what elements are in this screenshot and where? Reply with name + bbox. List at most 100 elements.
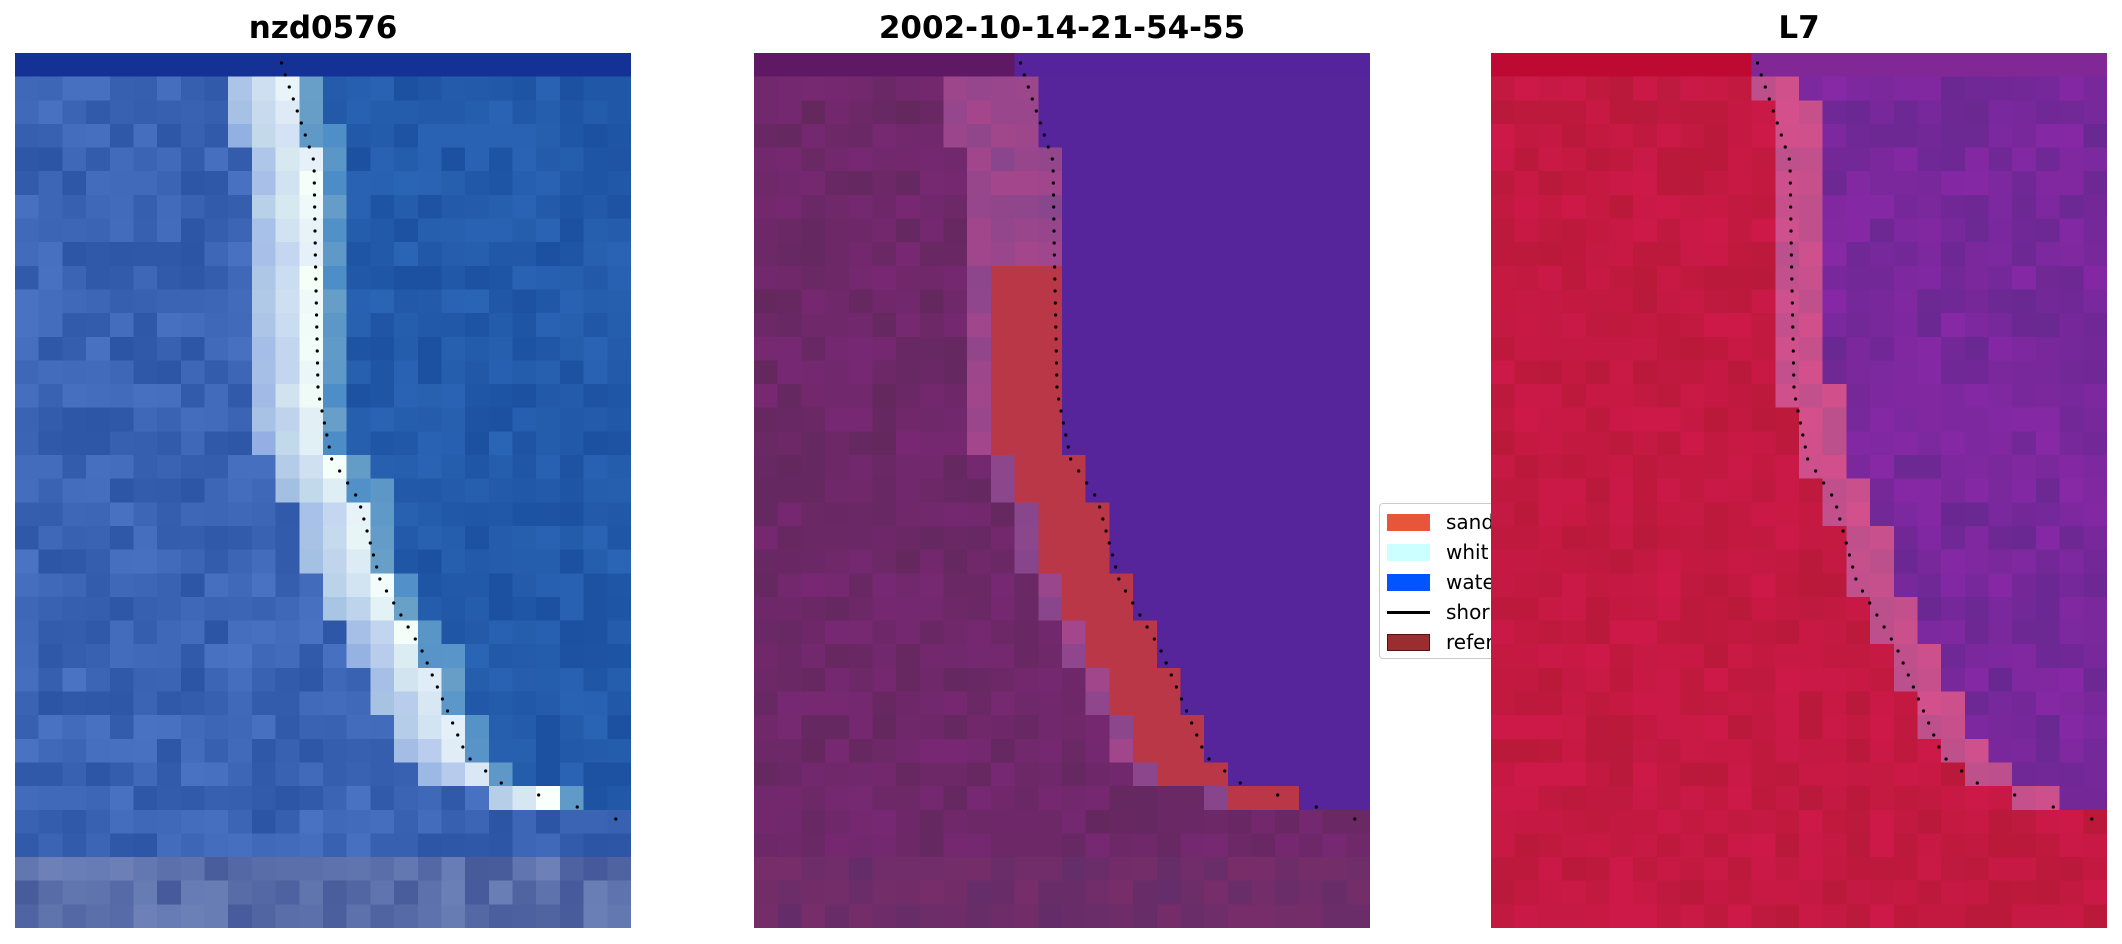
shoreline-point xyxy=(440,697,445,701)
shoreline-point xyxy=(307,145,311,149)
shoreline-point xyxy=(2090,817,2094,821)
shoreline-point xyxy=(1882,625,1886,629)
shoreline-point xyxy=(413,637,417,641)
shoreline-point xyxy=(1052,217,1056,221)
shoreline-point xyxy=(287,85,291,89)
shoreline-point xyxy=(1059,409,1063,413)
shoreline-point xyxy=(1911,685,1915,689)
shoreline-point xyxy=(279,61,284,65)
shoreline-point xyxy=(316,385,320,389)
shoreline-point xyxy=(318,397,322,401)
shoreline-point xyxy=(499,781,503,785)
shoreline-point xyxy=(1184,709,1189,713)
shoreline-point xyxy=(1937,745,1941,749)
shoreline-point xyxy=(1051,193,1056,197)
shoreline-point xyxy=(1053,301,1057,305)
shoreline-point xyxy=(1098,505,1102,509)
shoreline-point xyxy=(1789,217,1793,221)
shoreline-point xyxy=(1238,781,1242,785)
shoreline-point xyxy=(1790,313,1795,317)
shoreline-point xyxy=(1792,373,1796,377)
shoreline-point xyxy=(368,541,372,545)
shoreline-point xyxy=(406,625,410,629)
shoreline-point xyxy=(1207,757,1211,761)
shoreline-point xyxy=(1053,313,1058,317)
shoreline-point xyxy=(378,577,382,581)
shoreline-point xyxy=(1054,349,1058,353)
index-image-panel xyxy=(1491,53,2107,928)
shoreline-point xyxy=(1789,265,1794,269)
shoreline-point xyxy=(1791,337,1795,341)
shoreline-point xyxy=(1042,133,1046,137)
shoreline-point xyxy=(1763,85,1767,89)
shoreline-point xyxy=(1932,733,1936,737)
shoreline-point xyxy=(1771,109,1775,113)
shoreline-point xyxy=(435,685,439,689)
shoreline-dots xyxy=(1018,61,1357,821)
shoreline-point xyxy=(371,553,376,557)
shoreline-point xyxy=(1860,589,1865,593)
shoreline-point xyxy=(1061,421,1066,425)
shoreline-point xyxy=(1145,625,1149,629)
shoreline-point xyxy=(1790,301,1794,305)
shoreline-point xyxy=(1944,757,1948,761)
water-swatch xyxy=(1387,573,1430,591)
shoreline-point xyxy=(314,301,318,305)
shoreline-point xyxy=(1117,577,1121,581)
shoreline-point xyxy=(1798,421,1803,425)
shoreline-point xyxy=(1792,385,1796,389)
legend-item-reference: refer xyxy=(1387,630,1494,654)
shoreline-point xyxy=(1916,697,1921,701)
shoreline-point xyxy=(430,673,434,677)
shoreline-point xyxy=(1788,193,1793,197)
shoreline-point xyxy=(1195,733,1199,737)
shoreline-point xyxy=(315,325,319,329)
shoreline-point xyxy=(314,277,318,281)
shoreline-point xyxy=(1896,649,1900,653)
shoreline-point xyxy=(1851,565,1855,569)
shoreline-point xyxy=(1789,241,1793,245)
shoreline-point xyxy=(325,433,329,437)
shoreline-point xyxy=(299,121,303,125)
shoreline-point xyxy=(312,193,317,197)
shoreline-point xyxy=(1052,229,1056,233)
shoreline-point xyxy=(1830,493,1834,497)
shoreline-point xyxy=(1064,433,1068,437)
shoreline-point xyxy=(1051,169,1055,173)
shoreline-point xyxy=(1053,277,1057,281)
shoreline-point xyxy=(456,733,460,737)
legend-item-sand: sand xyxy=(1387,510,1494,534)
shoreline-point xyxy=(1107,541,1111,545)
shoreline-point xyxy=(1822,481,1826,485)
shoreline-point xyxy=(399,613,403,617)
shoreline-point xyxy=(314,289,318,293)
shoreline-point xyxy=(2051,805,2055,809)
shoreline-point xyxy=(1841,529,1845,533)
shoreline-point xyxy=(451,721,455,725)
shoreline-point xyxy=(1794,397,1798,401)
shoreline-point xyxy=(1093,493,1097,497)
shoreline-point xyxy=(575,805,579,809)
shoreline-point xyxy=(1803,445,1807,449)
shoreline-point xyxy=(614,817,618,821)
shoreline-point xyxy=(1847,553,1852,557)
shoreline-point xyxy=(1055,373,1059,377)
legend-item-shoreline: shor xyxy=(1387,600,1490,624)
shoreline-point xyxy=(1759,73,1763,77)
shoreline-point xyxy=(1779,133,1783,137)
shoreline-point xyxy=(1114,565,1118,569)
shoreline-point xyxy=(330,457,334,461)
shoreline-point xyxy=(354,493,358,497)
shoreline-point xyxy=(1775,121,1779,125)
shoreline-point xyxy=(315,349,319,353)
panel-title-satellite: L7 xyxy=(1778,10,1820,46)
sand-swatch xyxy=(1387,513,1430,531)
shoreline-point xyxy=(1838,517,1842,521)
shoreline-point xyxy=(1835,505,1839,509)
shoreline-point xyxy=(1052,265,1057,269)
shoreline-point xyxy=(1791,361,1796,365)
shoreline-dots xyxy=(1755,61,2094,821)
shoreline-dots xyxy=(279,61,618,821)
shoreline-point xyxy=(1789,229,1793,233)
shoreline-point xyxy=(1164,661,1168,665)
